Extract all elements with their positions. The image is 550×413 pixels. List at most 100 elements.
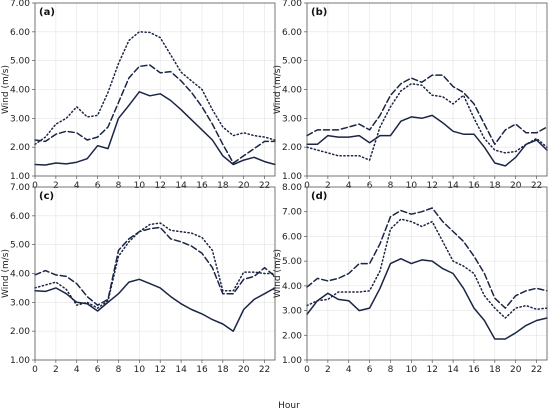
x-tick-label: 0 (32, 181, 38, 191)
x-tick-label: 4 (74, 365, 80, 375)
x-tick-label: 16 (196, 181, 208, 191)
y-tick-label: 7.00 (282, 208, 302, 218)
panel-label: (c) (39, 191, 54, 202)
chart-panel: 0 2 4 6 8 10 12 14 16 18 20 22 1.00 2.00 3.00 4.00 5.00 6… (273, 183, 548, 375)
x-tick-label: 6 (95, 181, 101, 191)
x-tick-label: 2 (53, 181, 59, 191)
y-tick-label: 5.00 (10, 241, 30, 251)
y-tick-label: 6.00 (10, 28, 30, 38)
x-tick-label: 20 (510, 181, 522, 191)
y-tick-label: 4.00 (10, 86, 30, 96)
x-tick-label: 12 (154, 181, 165, 191)
series-line-dotted (34, 222, 276, 309)
x-tick-label: 8 (116, 181, 122, 191)
x-tick-label: 0 (32, 365, 38, 375)
y-tick-label: 7.00 (10, 183, 30, 193)
series-line-dotted (34, 31, 276, 146)
x-tick-label: 4 (74, 181, 80, 191)
x-tick-label: 4 (346, 365, 352, 375)
y-tick-label: 6.00 (282, 28, 302, 38)
y-tick-label: 7.00 (282, 0, 302, 9)
x-tick-label: 8 (388, 365, 394, 375)
chart-panel: 0 2 4 6 8 10 12 14 16 18 20 221.002.003.004.005.006… (273, 0, 548, 191)
plot-frame (306, 2, 548, 177)
panels-group: 0 2 4 6 8 10 12 14 16 18 20 221.002.003.004.005.006… (1, 0, 548, 375)
x-tick-label: 12 (426, 181, 437, 191)
x-tick-label: 22 (531, 365, 542, 375)
x-tick-label: 18 (217, 365, 229, 375)
x-tick-label: 18 (217, 181, 229, 191)
x-tick-label: 6 (95, 365, 101, 375)
panel-label: (b) (311, 7, 327, 18)
x-tick-label: 14 (175, 365, 187, 375)
chart-panel: 0 2 4 6 8 10 12 14 16 18 20 221.002.003.004.005.006… (1, 183, 276, 375)
y-tick-label: 4.00 (282, 282, 302, 292)
series-line-solid (306, 257, 548, 340)
x-tick-label: 18 (489, 365, 501, 375)
x-tick-label: 8 (388, 181, 394, 191)
plot-frame (306, 186, 548, 361)
x-tick-label: 16 (468, 365, 480, 375)
x-tick-label: 14 (175, 181, 187, 191)
y-tick-label: 8.00 (282, 183, 302, 193)
series-line-dashed (306, 207, 548, 309)
y-axis-label: Wind (m/s) (273, 65, 283, 114)
panel-label: (d) (311, 191, 327, 202)
x-tick-label: 4 (346, 181, 352, 191)
series-line-dashed (306, 74, 548, 146)
x-tick-label: 10 (406, 365, 418, 375)
y-tick-label: 1.00 (10, 356, 30, 366)
series-line-dotted (306, 218, 548, 319)
x-axis-label: Hour (278, 401, 300, 411)
x-tick-label: 22 (259, 181, 270, 191)
x-tick-label: 0 (304, 181, 310, 191)
x-tick-label: 2 (325, 365, 331, 375)
y-tick-label: 2.00 (282, 331, 302, 341)
series-line-dotted (306, 82, 548, 161)
y-tick-label: 5.00 (10, 57, 30, 67)
x-tick-label: 6 (367, 181, 373, 191)
series-line-solid (306, 114, 548, 167)
x-tick-label: 14 (447, 181, 459, 191)
y-tick-label: 3.00 (282, 307, 302, 317)
y-tick-label: 6.00 (10, 212, 30, 222)
series-line-solid (34, 91, 276, 166)
y-tick-label: 2.00 (10, 327, 30, 337)
x-tick-label: 8 (116, 365, 122, 375)
y-tick-label: 5.00 (282, 257, 302, 267)
plot-frame (34, 186, 276, 361)
x-tick-label: 22 (259, 365, 270, 375)
x-tick-label: 10 (134, 181, 146, 191)
x-tick-label: 6 (367, 365, 373, 375)
y-tick-label: 1.00 (282, 172, 302, 182)
plot-frame (34, 2, 276, 177)
y-axis-label: Wind (m/s) (1, 65, 11, 114)
series-line-solid (34, 278, 276, 332)
x-tick-label: 22 (531, 181, 542, 191)
x-tick-label: 12 (154, 365, 165, 375)
x-tick-label: 10 (134, 365, 146, 375)
y-tick-label: 2.00 (282, 143, 302, 153)
x-tick-label: 20 (238, 181, 250, 191)
y-tick-label: 6.00 (282, 232, 302, 242)
panel-label: (a) (39, 7, 55, 18)
y-axis-label: Wind (m/s) (1, 249, 11, 298)
y-tick-label: 4.00 (10, 270, 30, 280)
x-tick-label: 14 (447, 365, 459, 375)
x-tick-label: 2 (325, 181, 331, 191)
x-tick-label: 18 (489, 181, 501, 191)
x-tick-label: 12 (426, 365, 437, 375)
y-tick-label: 1.00 (282, 356, 302, 366)
y-tick-label: 4.00 (282, 86, 302, 96)
x-tick-label: 16 (196, 365, 208, 375)
x-tick-label: 10 (406, 181, 418, 191)
chart-panel: 0 2 4 6 8 10 12 14 16 18 20 221.002.003.004.005.006… (1, 0, 276, 191)
x-tick-label: 16 (468, 181, 480, 191)
y-tick-label: 7.00 (10, 0, 30, 9)
y-tick-label: 1.00 (10, 172, 30, 182)
x-tick-label: 20 (510, 365, 522, 375)
y-tick-label: 5.00 (282, 57, 302, 67)
x-tick-label: 2 (53, 365, 59, 375)
y-tick-label: 3.00 (10, 114, 30, 124)
